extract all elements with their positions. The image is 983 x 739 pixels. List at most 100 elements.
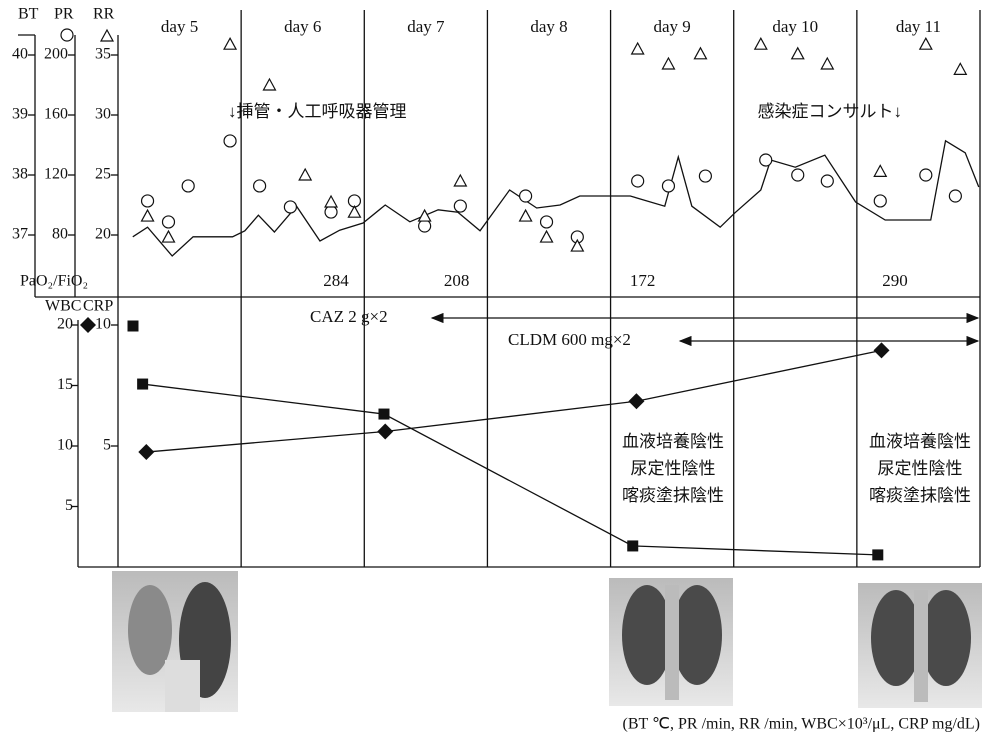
xray-image	[112, 571, 238, 712]
wbc-point	[377, 423, 393, 439]
axis-header: RR	[93, 6, 115, 23]
rr-point	[792, 48, 804, 59]
y-tick-label: 25	[95, 166, 111, 183]
culture-note: 尿定性陰性	[631, 459, 716, 478]
axis-header: WBC	[45, 298, 81, 315]
rr-point	[454, 175, 466, 186]
pr-point	[520, 190, 532, 202]
culture-note: 血液培養陰性	[622, 432, 724, 451]
units-note: (BT ℃, PR /min, RR /min, WBC×10³/μL, CRP…	[623, 716, 980, 733]
pr-point	[419, 220, 431, 232]
y-tick-label: 10	[57, 437, 73, 454]
pr-point	[760, 154, 772, 166]
wbc-point	[873, 342, 889, 358]
rr-point	[920, 38, 932, 49]
series-line	[143, 384, 878, 555]
crp-point	[872, 549, 883, 560]
legend-symbol	[128, 321, 139, 332]
rr-point	[821, 58, 833, 69]
day-label: day 8	[530, 17, 567, 36]
pf-value: 208	[444, 271, 470, 290]
annotation: ↓挿管・人工呼吸器管理	[228, 102, 407, 121]
rr-point	[662, 58, 674, 69]
rr-point	[325, 196, 337, 207]
legend-symbol	[101, 30, 113, 41]
rr-point	[299, 169, 311, 180]
pr-point	[920, 169, 932, 181]
pr-point	[662, 180, 674, 192]
pr-point	[632, 175, 644, 187]
pf-value: 284	[323, 271, 349, 290]
y-tick-label: 5	[103, 437, 111, 454]
series-line	[146, 350, 881, 452]
pr-point	[284, 201, 296, 213]
treatment-label: CAZ 2 g×2	[310, 307, 388, 326]
rr-point	[142, 210, 154, 221]
pr-point	[541, 216, 553, 228]
axis-header: BT	[18, 6, 39, 23]
pr-point	[142, 195, 154, 207]
y-tick-label: 35	[95, 46, 111, 63]
pr-point	[699, 170, 711, 182]
rr-point	[694, 48, 706, 59]
pf-value: 172	[630, 271, 656, 290]
day-label: day 5	[161, 17, 198, 36]
y-tick-label: 40	[12, 46, 28, 63]
annotation: 感染症コンサルト↓	[758, 102, 903, 121]
y-tick-label: 160	[44, 106, 68, 123]
wbc-point	[138, 444, 154, 460]
culture-note: 尿定性陰性	[878, 459, 963, 478]
y-tick-label: 37	[12, 226, 28, 243]
pr-point	[792, 169, 804, 181]
day-label: day 9	[653, 17, 690, 36]
axis-header: PR	[54, 6, 74, 23]
day-label: day 6	[284, 17, 321, 36]
axis-header: CRP	[83, 298, 113, 315]
crp-point	[378, 409, 389, 420]
pr-point	[821, 175, 833, 187]
chart: CAZ 2 g×2 CLDM 600 mg×2 (BT ℃, PR /min, …	[0, 0, 983, 739]
day-label: day 7	[407, 17, 445, 36]
rr-point	[419, 210, 431, 221]
y-tick-label: 200	[44, 46, 68, 63]
y-tick-label: 38	[12, 166, 28, 183]
y-tick-label: 30	[95, 106, 111, 123]
pr-point	[182, 180, 194, 192]
xray-image	[609, 578, 733, 706]
rr-point	[541, 231, 553, 242]
y-tick-label: 10	[95, 316, 111, 333]
rr-point	[162, 231, 174, 242]
culture-note: 喀痰塗抹陰性	[869, 485, 971, 505]
pf-value: 290	[882, 271, 908, 290]
legend-symbol	[80, 317, 96, 333]
y-tick-label: 120	[44, 166, 68, 183]
y-tick-label: 39	[12, 106, 28, 123]
culture-note: 血液培養陰性	[869, 432, 971, 451]
y-tick-label: 5	[65, 497, 73, 514]
pr-point	[162, 216, 174, 228]
crp-point	[627, 540, 638, 551]
pr-point	[454, 200, 466, 212]
y-tick-label: 15	[57, 376, 73, 393]
rr-point	[874, 165, 886, 176]
rr-point	[954, 63, 966, 74]
rr-point	[520, 210, 532, 221]
rr-point	[348, 206, 360, 217]
culture-note: 喀痰塗抹陰性	[622, 485, 724, 505]
pr-point	[224, 135, 236, 147]
rr-point	[224, 38, 236, 49]
bt-line	[133, 141, 979, 256]
wbc-point	[628, 393, 644, 409]
crp-point	[137, 379, 148, 390]
legend-symbol	[61, 29, 73, 41]
pr-point	[325, 206, 337, 218]
pr-point	[254, 180, 266, 192]
day-label: day 11	[896, 17, 941, 36]
pf-label: PaO₂/FiO₂	[20, 273, 88, 290]
rr-point	[755, 38, 767, 49]
y-tick-label: 20	[57, 316, 73, 333]
xray-image	[858, 583, 982, 708]
y-tick-label: 20	[95, 226, 111, 243]
rr-point	[632, 43, 644, 54]
pr-point	[874, 195, 886, 207]
